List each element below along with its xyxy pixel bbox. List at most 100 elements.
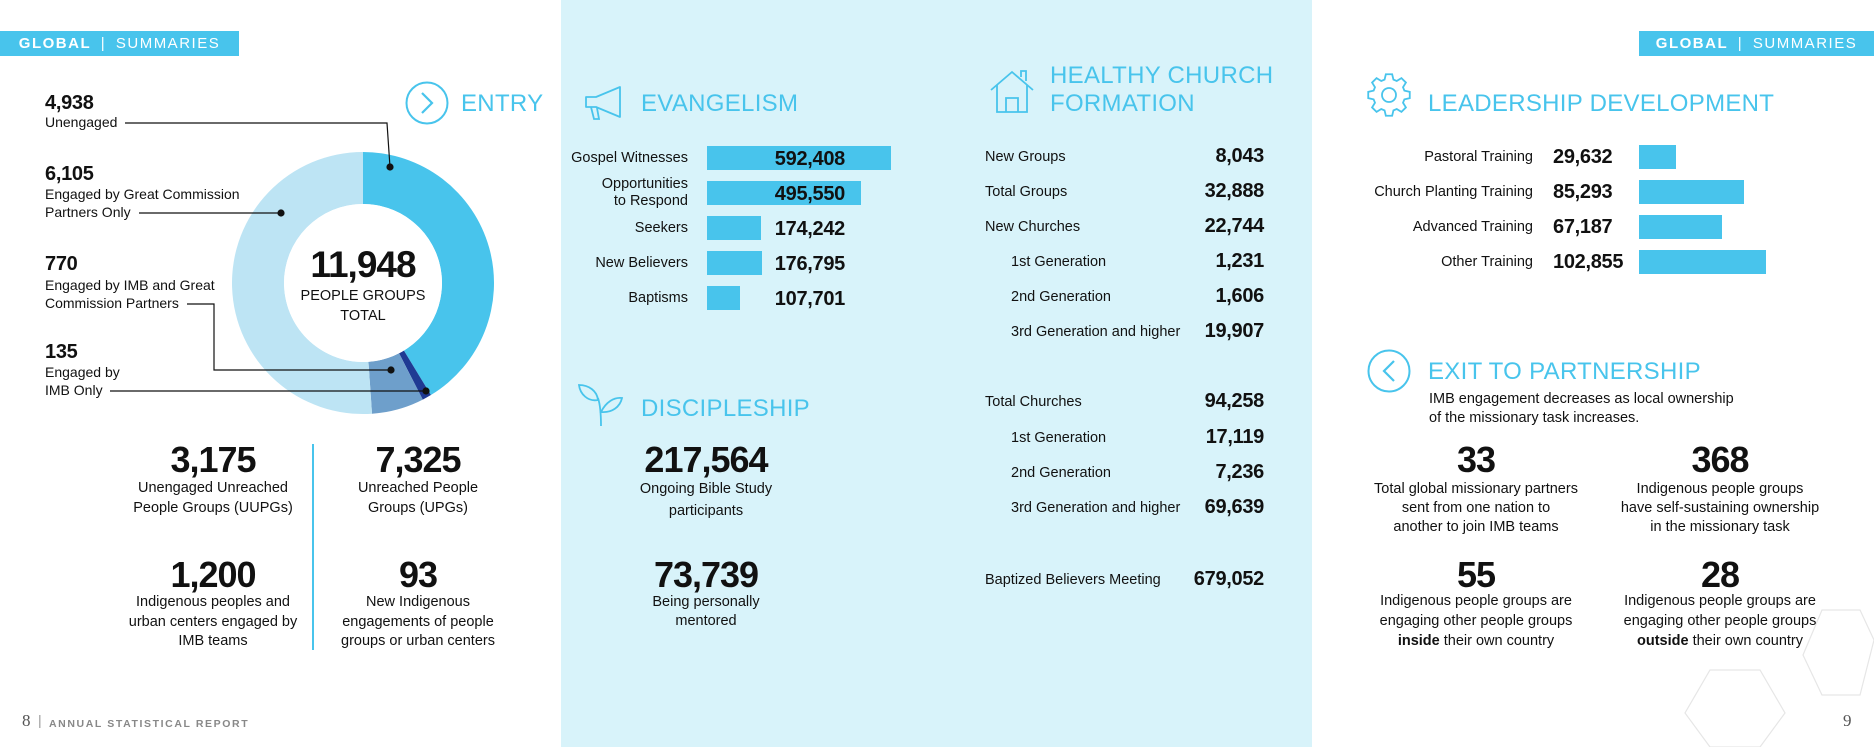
leadership-row-label: Advanced Training (1412, 219, 1533, 235)
exit-outside-rest: their own country (1688, 633, 1803, 649)
church-row-value: 17,119 (1205, 426, 1265, 448)
right-tag-separator: | (1737, 35, 1744, 52)
leadership-bar (1639, 250, 1766, 274)
exit-self-sustaining-line-1: Indigenous people groups (1636, 481, 1804, 497)
donut-total-label-1: PEOPLE GROUPS (300, 288, 426, 304)
bible-study-line-2: participants (668, 503, 744, 519)
church-row-label: New Groups (985, 149, 1066, 165)
left-section-tag: GLOBAL | SUMMARIES (0, 31, 239, 56)
callout-unengaged-label: Unengaged (45, 114, 118, 130)
exit-self-sustaining-line-3: in the missionary task (1650, 519, 1790, 535)
exit-outside-value: 28 (1700, 554, 1740, 595)
church-row-value: 8,043 (1215, 145, 1264, 167)
evangelism-value: 495,550 (774, 183, 846, 205)
leadership-bar (1639, 145, 1676, 169)
mentored-value: 73,739 (653, 554, 759, 595)
exit-outside-line-1: Indigenous people groups are (1624, 593, 1816, 609)
church-row-label: 2nd Generation (1011, 289, 1111, 305)
leadership-row-label: Pastoral Training (1424, 149, 1533, 165)
exit-inside-line-2: engaging other people groups (1379, 613, 1573, 629)
church-row-value: 7,236 (1215, 461, 1264, 483)
left-tag-bold: GLOBAL (18, 35, 92, 52)
church-row-value: 69,639 (1204, 496, 1265, 518)
evangelism-value: 176,795 (774, 253, 846, 275)
stat-indigenous-urban-value: 1,200 (170, 554, 256, 595)
church-row-value: 32,888 (1204, 180, 1265, 202)
church-title-line-2: FORMATION (1050, 90, 1195, 117)
callout-unengaged-value: 4,938 (45, 92, 94, 114)
chevron-right-circle-icon (405, 81, 449, 125)
evangelism-bar (707, 216, 761, 240)
exit-self-sustaining-line-2: have self-sustaining ownership (1620, 500, 1820, 516)
house-icon (990, 70, 1034, 113)
evangelism-row-label: Seekers (634, 220, 688, 236)
mentored-line-1: Being personally (652, 594, 760, 610)
leadership-value: 85,293 (1553, 181, 1613, 203)
right-tag-bold: GLOBAL (1655, 35, 1729, 52)
church-row-label: 3rd Generation and higher (1011, 500, 1181, 516)
footer-report-title: ANNUAL STATISTICAL REPORT (49, 718, 250, 730)
exit-inside-rest: their own country (1439, 633, 1555, 649)
people-groups-donut (232, 152, 494, 414)
exit-inside-line-3: inside their own country (1356, 632, 1596, 651)
exit-subtitle-line-2: of the missionary task increases. (1429, 410, 1640, 426)
exit-inside-line-1: Indigenous people groups are (1380, 593, 1572, 609)
leadership-bar (1639, 215, 1722, 239)
callout-imb-gcp-value: 770 (45, 253, 78, 275)
exit-outside-line-3: outside their own country (1600, 632, 1840, 651)
church-row-label: 1st Generation (1011, 254, 1107, 270)
megaphone-icon (585, 86, 621, 120)
exit-partners-line-3: another to join IMB teams (1393, 519, 1559, 535)
stat-indigenous-urban-line-2: urban centers engaged by (128, 614, 298, 630)
callout-imb-only-label-2: IMB Only (45, 382, 103, 398)
stat-uupgs-line-2: People Groups (UUPGs) (133, 500, 293, 516)
stat-indigenous-urban-line-3: IMB teams (178, 633, 248, 649)
evangelism-row-label: New Believers (595, 255, 688, 271)
left-page-number: 8 (22, 711, 31, 730)
callout-imb-gcp-label-1: Engaged by IMB and Great (45, 277, 215, 293)
right-tag-rest: SUMMARIES (1752, 35, 1858, 52)
stat-upgs-line-2: Groups (UPGs) (368, 500, 468, 516)
evangelism-bar (707, 181, 861, 205)
discipleship-title: DISCIPLESHIP (641, 395, 810, 422)
exit-outside-bold: outside (1636, 633, 1689, 649)
church-row-value: 1,231 (1215, 250, 1264, 272)
right-page-number: 9 (1843, 711, 1852, 730)
left-tag-separator: | (100, 35, 107, 52)
evangelism-row-label: Baptisms (628, 290, 688, 306)
donut-segment-gcp-only (232, 152, 373, 414)
leadership-value: 67,187 (1553, 216, 1613, 238)
donut-segment-imb-and-gcp (368, 353, 423, 414)
exit-self-sustaining-value: 368 (1691, 439, 1749, 480)
evangelism-bar (707, 146, 891, 170)
church-row-label: New Churches (985, 219, 1081, 235)
evangelism-value: 592,408 (774, 148, 846, 170)
evangelism-bar (707, 286, 740, 310)
entry-title: ENTRY (461, 90, 544, 117)
callout-imb-only-value: 135 (45, 341, 78, 363)
leadership-row-label: Other Training (1441, 254, 1533, 270)
callout-imb-gcp-label-2: Commission Partners (45, 295, 179, 311)
church-row-label: 3rd Generation and higher (1011, 324, 1181, 340)
church-row-label: 2nd Generation (1011, 465, 1111, 481)
evangelism-value: 107,701 (774, 288, 846, 310)
bible-study-value: 217,564 (644, 439, 768, 480)
church-row-label: 1st Generation (1011, 430, 1107, 446)
right-section-tag: GLOBAL | SUMMARIES (1639, 31, 1874, 56)
center-panel-background (561, 0, 1312, 747)
stat-uupgs-line-1: Unengaged Unreached (138, 480, 288, 496)
exit-partners-line-1: Total global missionary partners (1374, 481, 1578, 497)
decorative-hexagons (1684, 609, 1874, 747)
callout-gcp-only-value: 6,105 (45, 163, 94, 185)
church-title-line-1: HEALTHY CHURCH (1050, 62, 1274, 89)
entry-stats-divider (312, 444, 314, 650)
church-row-value: 22,744 (1204, 215, 1265, 237)
exit-inside-value: 55 (1456, 554, 1496, 595)
stat-uupgs-value: 3,175 (170, 439, 256, 480)
stat-new-indigenous-line-1: New Indigenous (366, 594, 470, 610)
baptized-meeting-value: 679,052 (1193, 568, 1265, 590)
evangelism-value: 174,242 (774, 218, 846, 240)
donut-total: 11,948 (310, 244, 416, 285)
leadership-title: LEADERSHIP DEVELOPMENT (1428, 90, 1775, 117)
stat-upgs-value: 7,325 (375, 439, 461, 480)
